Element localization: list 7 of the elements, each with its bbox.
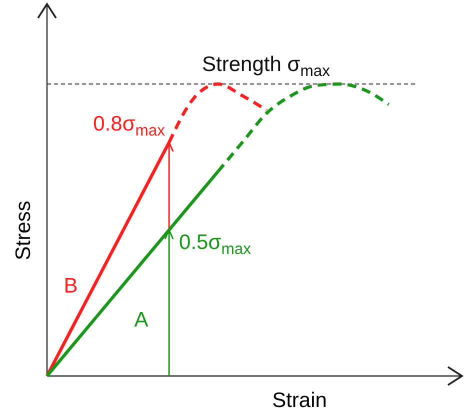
series-label: B	[64, 274, 78, 298]
annotation: 0.5σ$_{max}$	[179, 231, 252, 258]
series-label: A	[134, 308, 148, 332]
y-axis-title: Stress	[12, 200, 35, 260]
x-axis-title: Strain	[272, 389, 327, 412]
annotation: 0.8σ$_{max}$	[93, 112, 166, 140]
ref-line-label: Strength σ$_{max}$	[202, 53, 330, 80]
